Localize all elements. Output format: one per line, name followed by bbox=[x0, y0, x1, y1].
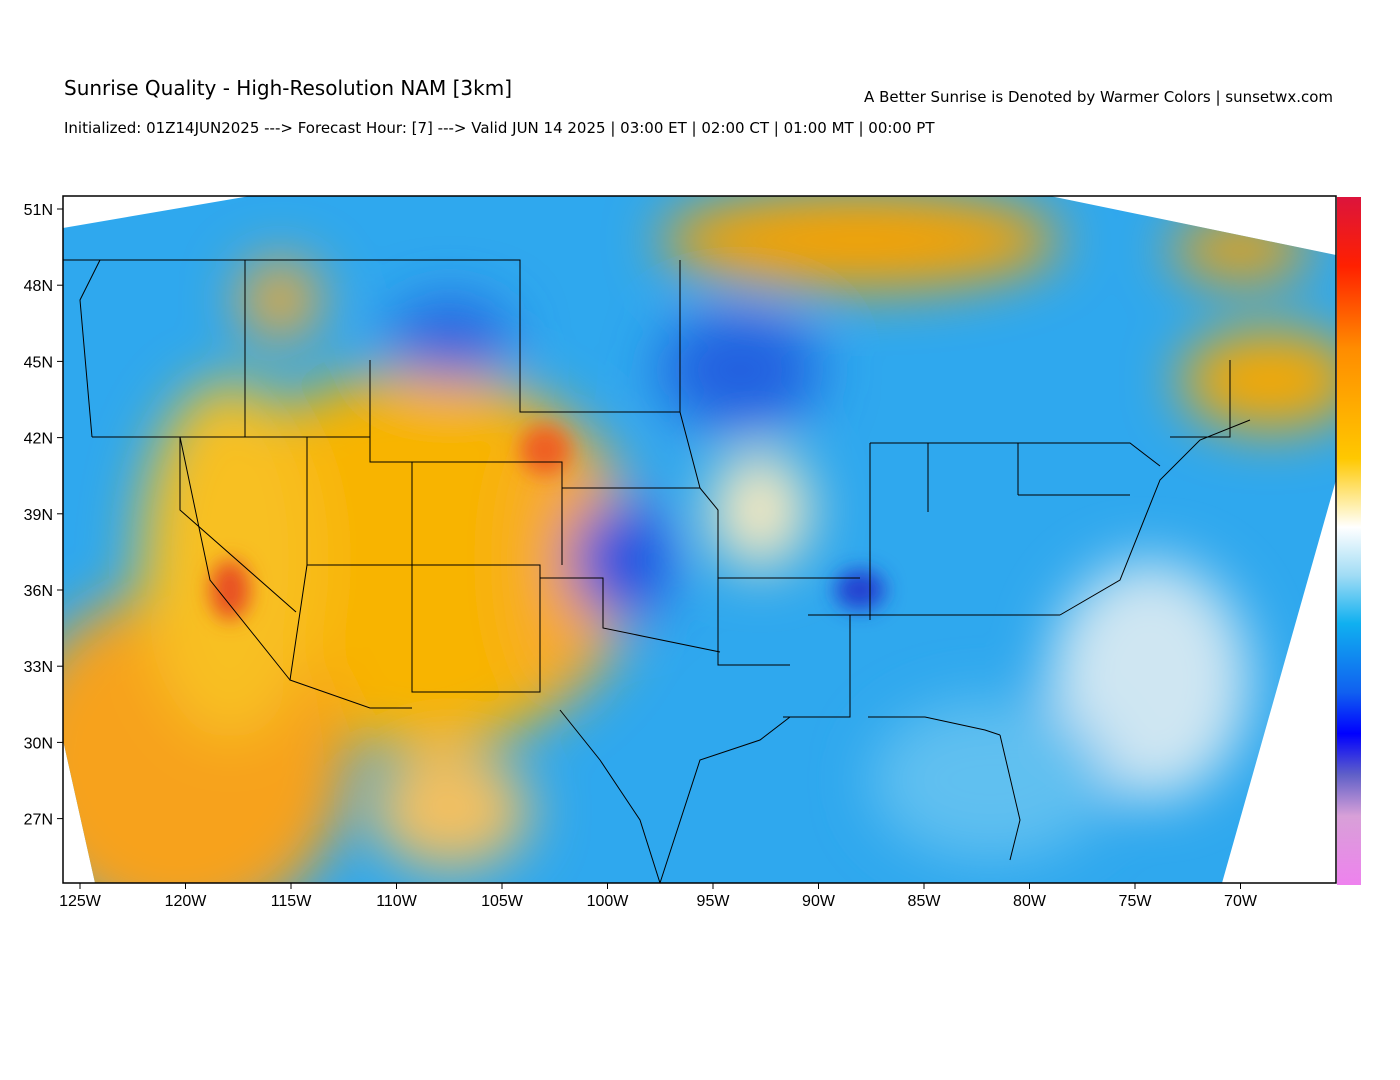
lon-label: 95W bbox=[697, 893, 731, 910]
lon-label: 85W bbox=[908, 893, 942, 910]
lon-label: 75W bbox=[1119, 893, 1153, 910]
lon-label: 90W bbox=[802, 893, 836, 910]
lat-label: 36N bbox=[24, 583, 53, 600]
map-field bbox=[63, 196, 1336, 883]
lon-label: 70W bbox=[1224, 893, 1258, 910]
lon-label: 120W bbox=[165, 893, 208, 910]
lon-label: 80W bbox=[1013, 893, 1047, 910]
boundaries bbox=[63, 259, 1251, 884]
lat-label: 45N bbox=[24, 354, 53, 371]
subtitle: Initialized: 01Z14JUN2025 ---> Forecast … bbox=[64, 119, 935, 137]
lon-label: 115W bbox=[271, 893, 313, 910]
lat-label: 33N bbox=[24, 659, 53, 676]
lat-label: 51N bbox=[24, 202, 53, 219]
lat-label: 27N bbox=[24, 812, 53, 829]
lon-label: 105W bbox=[481, 893, 524, 910]
title: Sunrise Quality - High-Resolution NAM [3… bbox=[64, 76, 512, 100]
color-bar bbox=[1337, 197, 1361, 885]
note: A Better Sunrise is Denoted by Warmer Co… bbox=[864, 88, 1333, 106]
map-frame bbox=[62, 195, 1337, 884]
lat-label: 39N bbox=[24, 507, 53, 524]
lon-label: 110W bbox=[376, 893, 418, 910]
lat-label: 30N bbox=[24, 735, 53, 752]
lat-label: 42N bbox=[24, 431, 53, 448]
lon-label: 100W bbox=[587, 893, 630, 910]
lat-label: 48N bbox=[24, 278, 53, 295]
lon-label: 125W bbox=[59, 893, 102, 910]
